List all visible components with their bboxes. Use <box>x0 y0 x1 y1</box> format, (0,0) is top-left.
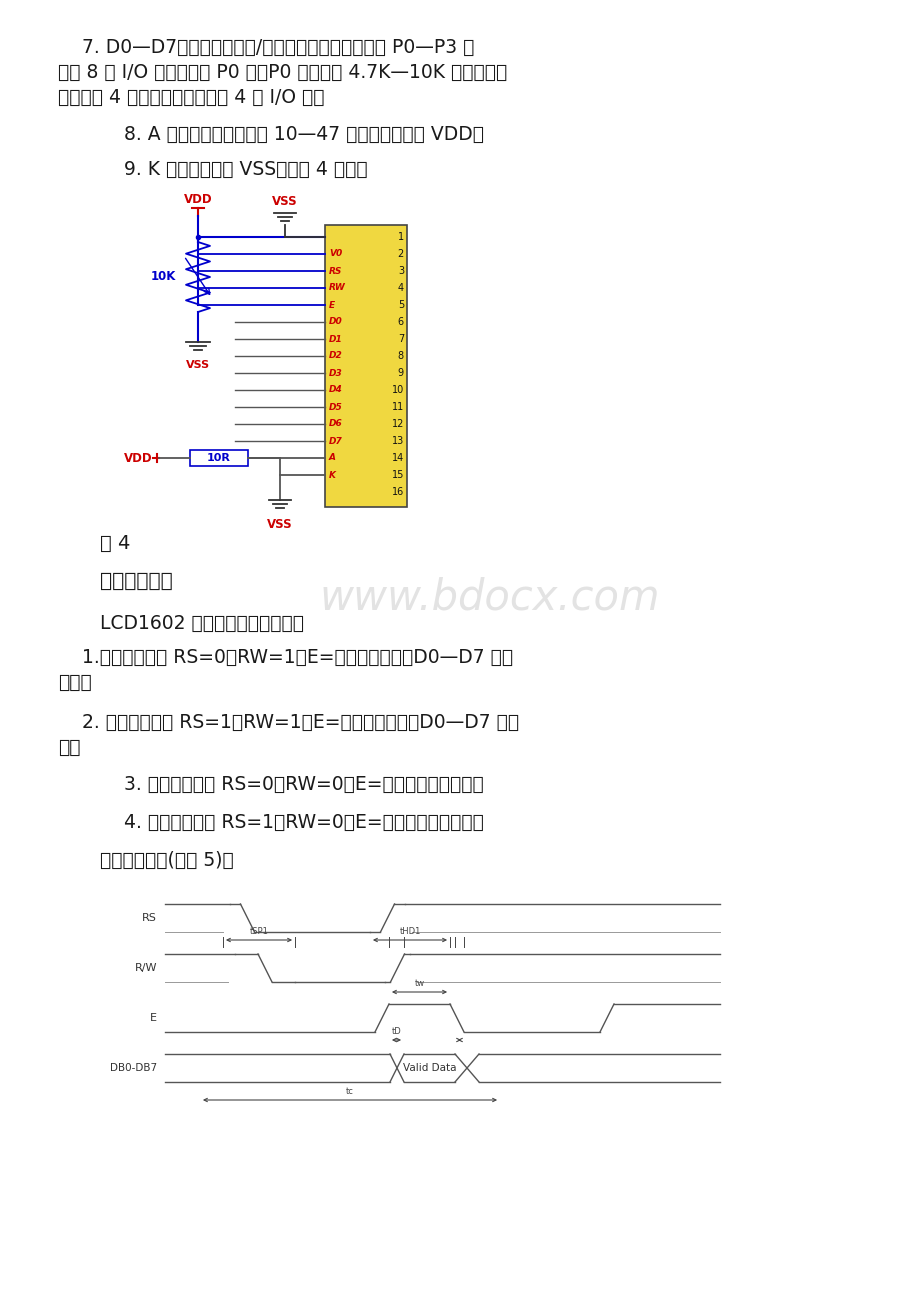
Text: 1.读状态：输入 RS=0，RW=1，E=高脉冲。输出：D0—D7 为状: 1.读状态：输入 RS=0，RW=1，E=高脉冲。输出：D0—D7 为状 <box>58 648 513 667</box>
Text: K: K <box>329 470 335 479</box>
Text: 8. A 背光正极，可接一个 10—47 欧的限流电阻到 VDD。: 8. A 背光正极，可接一个 10—47 欧的限流电阻到 VDD。 <box>100 125 483 145</box>
Text: VDD: VDD <box>184 193 212 206</box>
Text: 14: 14 <box>391 453 403 464</box>
Text: D6: D6 <box>329 419 343 428</box>
Text: 10: 10 <box>391 385 403 395</box>
Text: LCD1602 的基本操作分为四种：: LCD1602 的基本操作分为四种： <box>100 615 303 633</box>
Bar <box>324 225 406 506</box>
Text: 图 4: 图 4 <box>100 534 130 553</box>
Text: RS: RS <box>329 267 342 276</box>
Text: VSS: VSS <box>267 518 292 531</box>
Text: D3: D3 <box>329 368 343 378</box>
Text: 12: 12 <box>391 419 403 428</box>
Text: tSP1: tSP1 <box>249 927 268 936</box>
Text: A: A <box>329 453 335 462</box>
Text: D0: D0 <box>329 318 343 327</box>
Text: E: E <box>329 301 335 310</box>
Text: 3. 写命令：输入 RS=0，RW=0，E=高脉冲。输出：无。: 3. 写命令：输入 RS=0，RW=0，E=高脉冲。输出：无。 <box>100 775 483 794</box>
Text: 16: 16 <box>391 487 403 497</box>
Text: RW: RW <box>329 284 346 293</box>
Text: E: E <box>150 1013 157 1023</box>
Text: 11: 11 <box>391 402 403 411</box>
Text: 据。: 据。 <box>58 738 81 756</box>
Text: D5: D5 <box>329 402 343 411</box>
Text: D7: D7 <box>329 436 343 445</box>
Text: tc: tc <box>346 1087 354 1096</box>
Text: 3: 3 <box>397 266 403 276</box>
Text: 2: 2 <box>397 249 403 259</box>
Text: 9: 9 <box>397 368 403 378</box>
Text: D2: D2 <box>329 352 343 361</box>
Text: 9. K 背光负极，接 VSS。见图 4 所示。: 9. K 背光负极，接 VSS。见图 4 所示。 <box>100 160 368 178</box>
Text: 1: 1 <box>397 232 403 242</box>
Text: 。如果是 4 线并行驱动，只须接 4 个 I/O 口。: 。如果是 4 线并行驱动，只须接 4 个 I/O 口。 <box>58 89 324 107</box>
Text: 8: 8 <box>397 352 403 361</box>
Text: tHD1: tHD1 <box>399 927 420 936</box>
Text: 6: 6 <box>397 316 403 327</box>
Text: 读操作时序图(如图 5)：: 读操作时序图(如图 5)： <box>100 852 233 870</box>
Text: tw: tw <box>414 979 424 988</box>
Text: tD: tD <box>391 1027 401 1036</box>
Text: VDD: VDD <box>124 452 153 465</box>
Text: www.bdocx.com: www.bdocx.com <box>320 577 660 618</box>
Bar <box>190 450 248 466</box>
Text: DB0-DB7: DB0-DB7 <box>109 1062 157 1073</box>
Text: 10R: 10R <box>207 453 231 464</box>
Text: D4: D4 <box>329 385 343 395</box>
Text: V0: V0 <box>329 250 342 259</box>
Text: 15: 15 <box>391 470 403 480</box>
Text: 意的 8 个 I/O 口。如果接 P0 口，P0 口应该接 4.7K—10K 的上拉电阻: 意的 8 个 I/O 口。如果接 P0 口，P0 口应该接 4.7K—10K 的… <box>58 62 506 82</box>
Text: 2. 读数据：输入 RS=1，RW=1，E=高脉冲。输出：D0—D7 为数: 2. 读数据：输入 RS=1，RW=1，E=高脉冲。输出：D0—D7 为数 <box>58 713 518 732</box>
Text: R/W: R/W <box>134 963 157 973</box>
Text: 10K: 10K <box>151 271 176 284</box>
Text: 7: 7 <box>397 335 403 344</box>
Text: 二．基本操作: 二．基本操作 <box>100 572 173 591</box>
Text: VSS: VSS <box>186 359 210 370</box>
Text: 态字。: 态字。 <box>58 673 92 691</box>
Text: 4: 4 <box>397 283 403 293</box>
Text: 4. 写数据：输入 RS=1，RW=0，E=高脉冲。输出：无。: 4. 写数据：输入 RS=1，RW=0，E=高脉冲。输出：无。 <box>100 812 483 832</box>
Text: D1: D1 <box>329 335 343 344</box>
Text: Valid Data: Valid Data <box>403 1062 456 1073</box>
Text: 7. D0—D7，并行数据输入/输出引脚，可接单片机的 P0—P3 任: 7. D0—D7，并行数据输入/输出引脚，可接单片机的 P0—P3 任 <box>58 38 474 57</box>
Text: RS: RS <box>142 913 157 923</box>
Text: VSS: VSS <box>272 195 298 208</box>
Text: 13: 13 <box>391 436 403 447</box>
Text: 5: 5 <box>397 299 403 310</box>
